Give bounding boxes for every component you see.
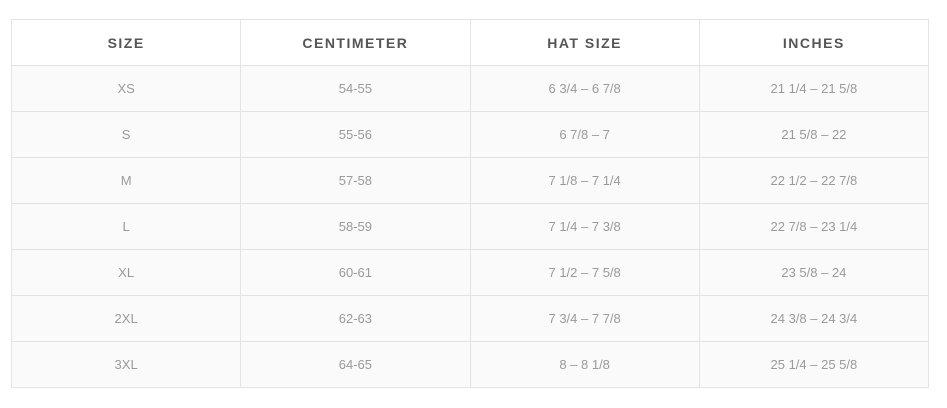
table-cell: 22 1/2 – 22 7/8 — [698, 157, 930, 204]
header-cell: HAT SIZE — [469, 19, 700, 66]
table-cell: 23 5/8 – 24 — [698, 249, 930, 296]
header-row: SIZE CENTIMETER HAT SIZE INCHES — [10, 19, 930, 66]
table-cell: L — [10, 203, 242, 250]
table-cell: 7 1/4 – 7 3/8 — [469, 203, 700, 250]
table-row: S 55-56 6 7/8 – 7 21 5/8 – 22 — [10, 111, 930, 158]
header-cell: INCHES — [698, 19, 930, 66]
table-cell: 8 – 8 1/8 — [469, 341, 700, 388]
table-cell: 7 1/2 – 7 5/8 — [469, 249, 700, 296]
table-row: L 58-59 7 1/4 – 7 3/8 22 7/8 – 23 1/4 — [10, 203, 930, 250]
table-cell: 62-63 — [240, 295, 471, 342]
table-cell: 21 1/4 – 21 5/8 — [698, 65, 930, 112]
table-cell: 64-65 — [240, 341, 471, 388]
table-row: 3XL 64-65 8 – 8 1/8 25 1/4 – 25 5/8 — [10, 341, 930, 388]
table-cell: 54-55 — [240, 65, 471, 112]
table-cell: 55-56 — [240, 111, 471, 158]
table-row: 2XL 62-63 7 3/4 – 7 7/8 24 3/8 – 24 3/4 — [10, 295, 930, 342]
table-cell: 3XL — [10, 341, 242, 388]
table-row: XL 60-61 7 1/2 – 7 5/8 23 5/8 – 24 — [10, 249, 930, 296]
table-cell: XL — [10, 249, 242, 296]
table-cell: 58-59 — [240, 203, 471, 250]
table-cell: 21 5/8 – 22 — [698, 111, 930, 158]
table-cell: 2XL — [10, 295, 242, 342]
table-cell: S — [10, 111, 242, 158]
table-body: XS 54-55 6 3/4 – 6 7/8 21 1/4 – 21 5/8 S 55-5… — [10, 65, 930, 388]
table-cell: 57-58 — [240, 157, 471, 204]
table-cell: XS — [10, 65, 242, 112]
table-row: XS 54-55 6 3/4 – 6 7/8 21 1/4 – 21 5/8 — [10, 65, 930, 112]
size-table: SIZE CENTIMETER HAT SIZE INCHES XS 54-55 6 3/… — [10, 19, 930, 388]
table-row: M 57-58 7 1/8 – 7 1/4 22 1/2 – 22 7/8 — [10, 157, 930, 204]
table-cell: 24 3/8 – 24 3/4 — [698, 295, 930, 342]
table-cell: 60-61 — [240, 249, 471, 296]
table-cell: 6 7/8 – 7 — [469, 111, 700, 158]
table-header: SIZE CENTIMETER HAT SIZE INCHES — [10, 19, 930, 66]
table-cell: 22 7/8 – 23 1/4 — [698, 203, 930, 250]
header-cell: CENTIMETER — [240, 19, 471, 66]
table-cell: 7 3/4 – 7 7/8 — [469, 295, 700, 342]
table-cell: 25 1/4 – 25 5/8 — [698, 341, 930, 388]
table-cell: M — [10, 157, 242, 204]
header-cell: SIZE — [10, 19, 242, 66]
table-cell: 7 1/8 – 7 1/4 — [469, 157, 700, 204]
table-cell: 6 3/4 – 6 7/8 — [469, 65, 700, 112]
